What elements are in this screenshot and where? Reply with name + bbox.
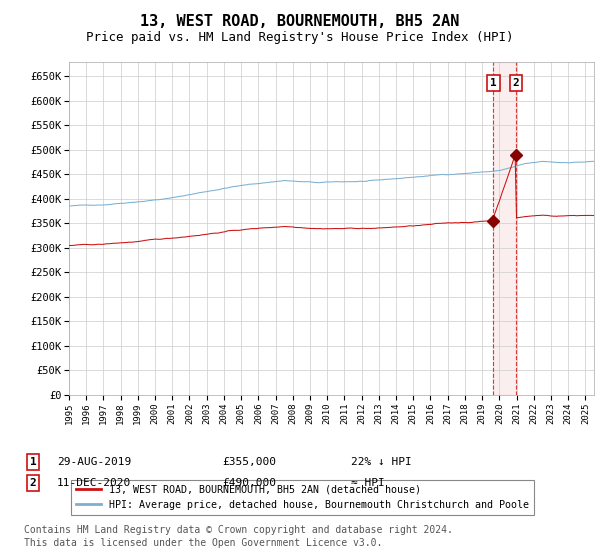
Legend: 13, WEST ROAD, BOURNEMOUTH, BH5 2AN (detached house), HPI: Average price, detach: 13, WEST ROAD, BOURNEMOUTH, BH5 2AN (det…: [71, 480, 535, 515]
Text: 2: 2: [29, 478, 37, 488]
Text: 1: 1: [29, 457, 37, 467]
Bar: [493, 62, 515, 395]
Text: Price paid vs. HM Land Registry's House Price Index (HPI): Price paid vs. HM Land Registry's House …: [86, 31, 514, 44]
Text: 11-DEC-2020: 11-DEC-2020: [57, 478, 131, 488]
Text: £490,000: £490,000: [222, 478, 276, 488]
Text: 29-AUG-2019: 29-AUG-2019: [57, 457, 131, 467]
Text: Contains HM Land Registry data © Crown copyright and database right 2024.: Contains HM Land Registry data © Crown c…: [24, 525, 453, 535]
Text: 22% ↓ HPI: 22% ↓ HPI: [351, 457, 412, 467]
Text: 13, WEST ROAD, BOURNEMOUTH, BH5 2AN: 13, WEST ROAD, BOURNEMOUTH, BH5 2AN: [140, 14, 460, 29]
Text: ≈ HPI: ≈ HPI: [351, 478, 385, 488]
Text: £355,000: £355,000: [222, 457, 276, 467]
Text: 2: 2: [512, 78, 519, 88]
Text: This data is licensed under the Open Government Licence v3.0.: This data is licensed under the Open Gov…: [24, 538, 382, 548]
Text: 1: 1: [490, 78, 497, 88]
